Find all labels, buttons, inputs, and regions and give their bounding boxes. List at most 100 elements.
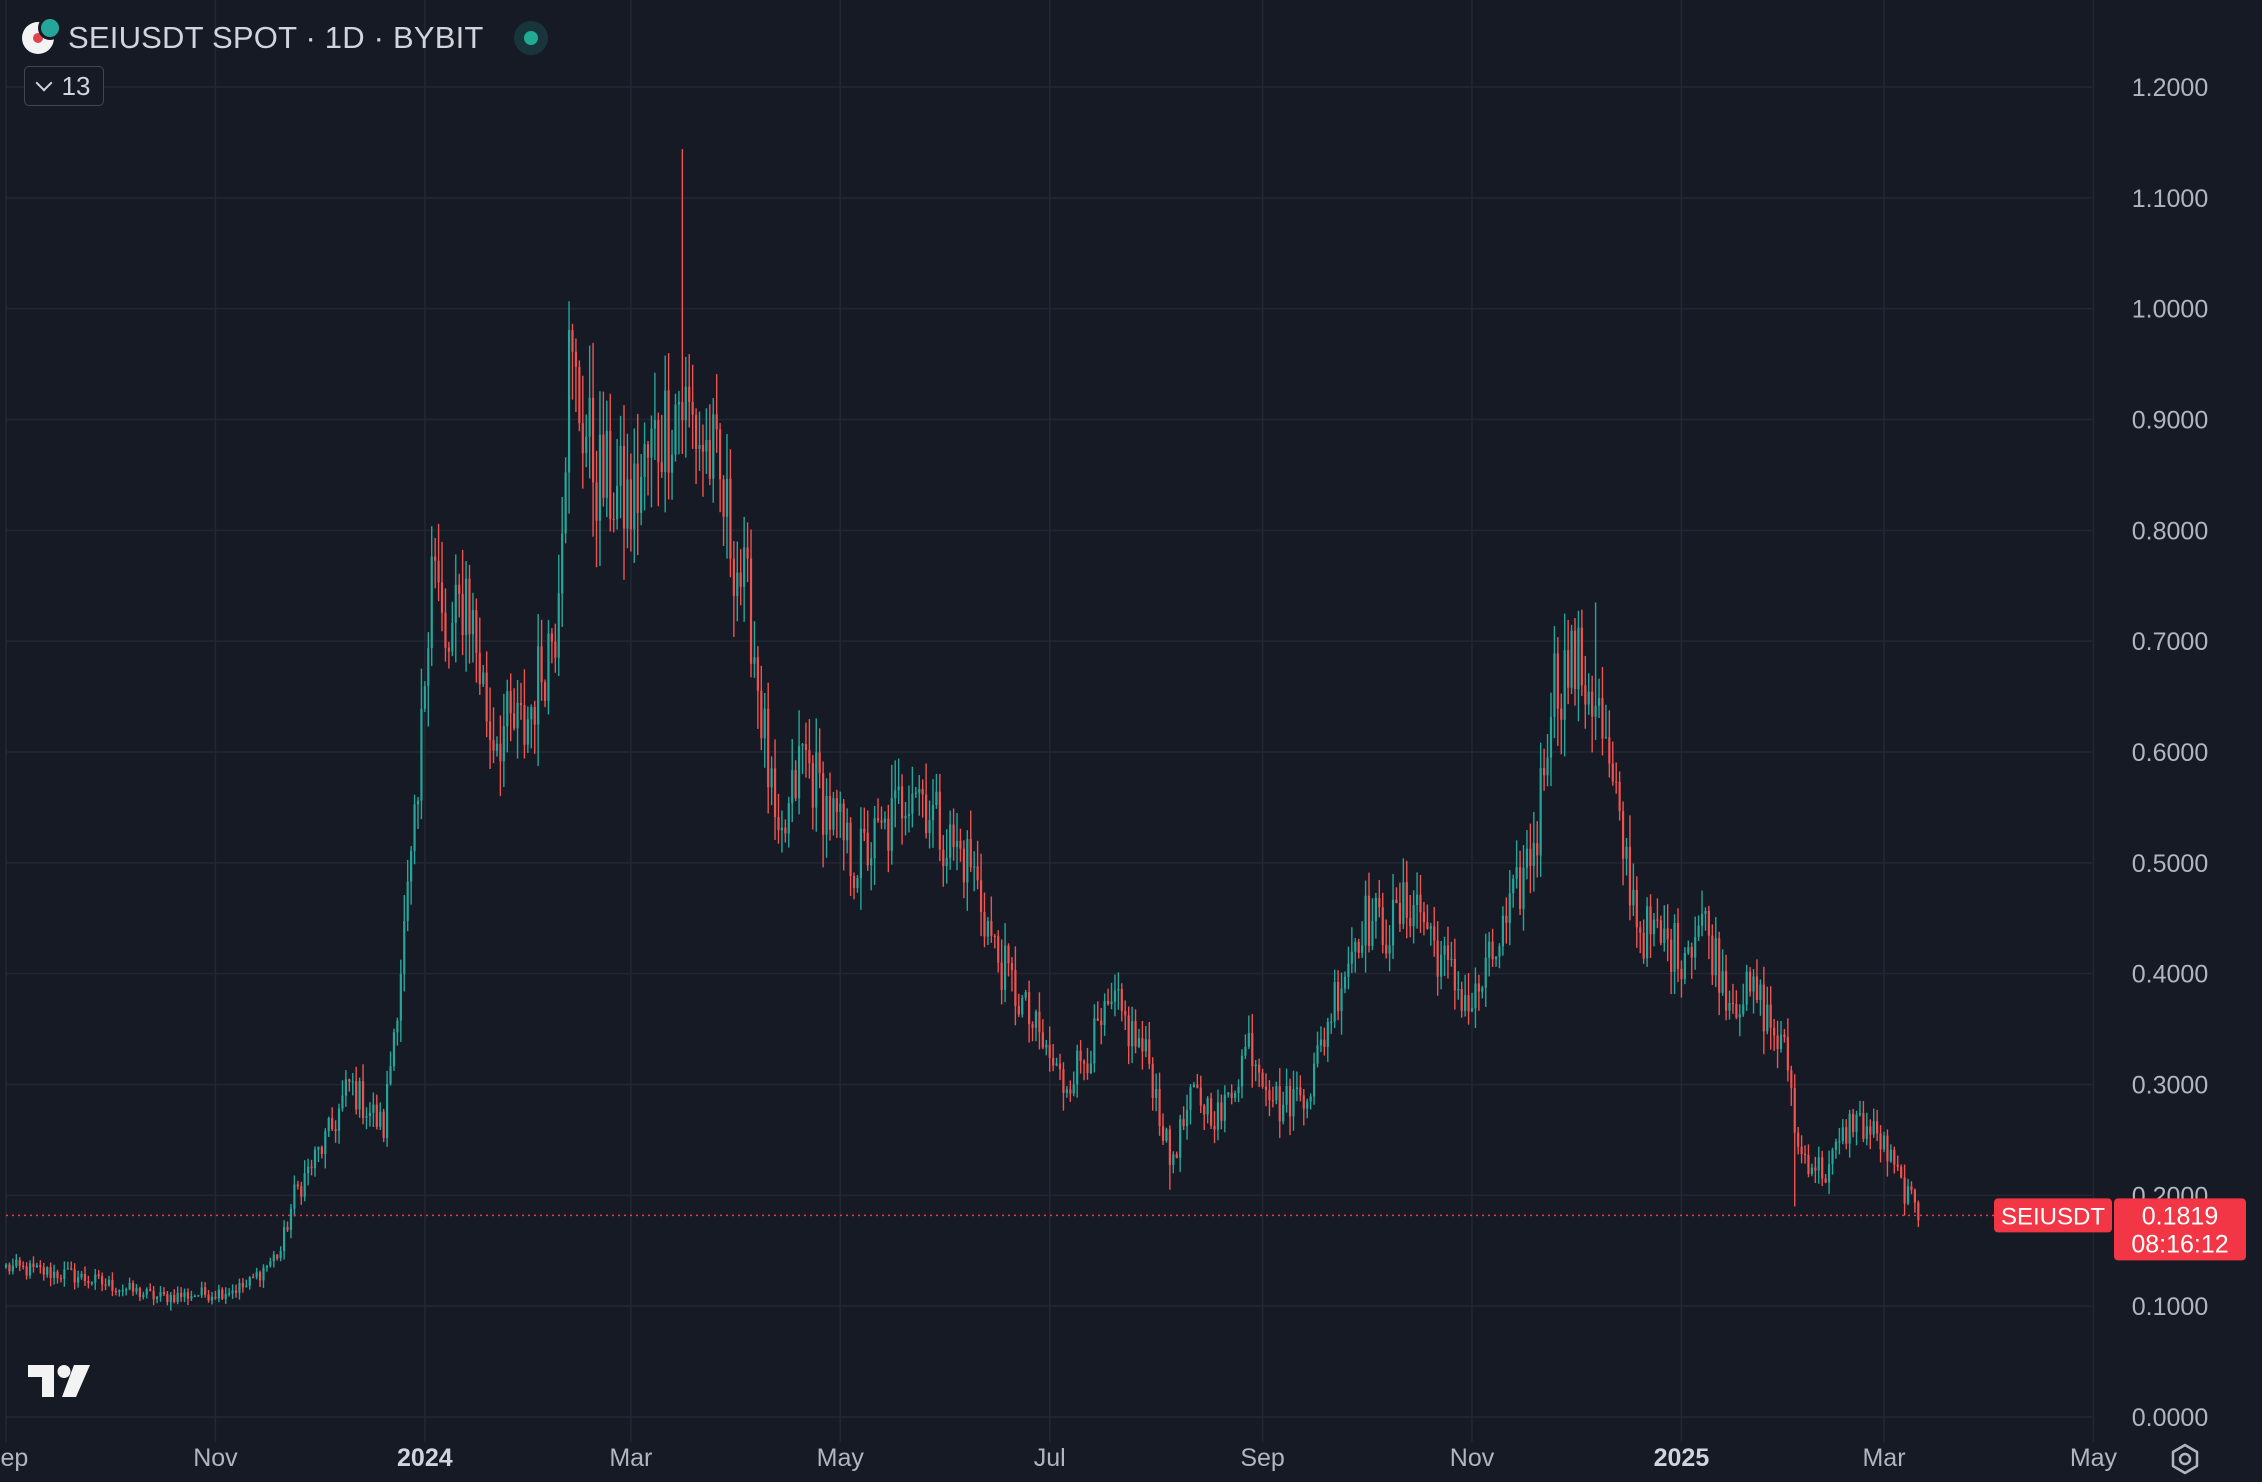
candle-body xyxy=(1845,1127,1848,1144)
candle-body xyxy=(1858,1113,1862,1115)
candle xyxy=(49,1262,52,1287)
candle xyxy=(1467,972,1470,1025)
candle-body xyxy=(1240,1055,1244,1087)
candle xyxy=(252,1273,255,1279)
candle xyxy=(337,1103,341,1144)
candle-body xyxy=(1426,922,1429,929)
candle xyxy=(1560,693,1563,755)
candle-body xyxy=(1052,1057,1055,1066)
candle-body xyxy=(1395,899,1398,903)
candle xyxy=(1433,906,1436,957)
candle xyxy=(677,390,681,455)
candle-body xyxy=(1268,1090,1271,1101)
candle xyxy=(272,1250,275,1268)
candle xyxy=(471,592,475,663)
candle xyxy=(1086,1047,1089,1080)
candle-body xyxy=(1615,781,1618,783)
candle-body xyxy=(1192,1084,1196,1088)
market-status-icon[interactable] xyxy=(513,21,548,55)
candle-body xyxy=(1906,1186,1910,1204)
candle-body xyxy=(118,1290,121,1293)
candle-body xyxy=(1464,995,1467,1011)
candle-body xyxy=(605,430,608,498)
candle xyxy=(962,840,965,899)
candle-body xyxy=(1402,882,1405,924)
y-tick-label: 0.0000 xyxy=(2132,1404,2208,1432)
candle xyxy=(1223,1085,1226,1133)
candle xyxy=(25,1262,28,1280)
candle-body xyxy=(437,560,440,583)
candle-body xyxy=(461,594,464,635)
candle-body xyxy=(1910,1186,1913,1191)
candle xyxy=(519,682,523,720)
candle-body xyxy=(482,672,485,685)
candle-body xyxy=(1337,981,1340,1012)
candle xyxy=(801,743,804,775)
candle-body xyxy=(602,434,605,498)
candle-body xyxy=(1814,1167,1817,1171)
candle xyxy=(444,588,447,662)
candle xyxy=(1573,618,1577,706)
candle xyxy=(1546,734,1549,787)
candle xyxy=(530,704,533,749)
candle xyxy=(1385,919,1388,959)
candle xyxy=(1845,1119,1848,1150)
candle xyxy=(87,1275,90,1289)
candle xyxy=(351,1072,354,1096)
candle-body xyxy=(1529,848,1532,866)
candle xyxy=(1234,1090,1237,1103)
candle-body xyxy=(866,832,869,866)
candle xyxy=(955,813,959,871)
candle xyxy=(403,895,406,992)
candle xyxy=(1199,1075,1202,1114)
candle-body xyxy=(1807,1154,1810,1174)
candle xyxy=(1477,974,1480,1011)
candle-body xyxy=(1371,921,1374,946)
candle xyxy=(670,429,674,500)
candle-body xyxy=(1604,737,1608,739)
candle-body xyxy=(361,1081,365,1118)
tradingview-logo-icon[interactable] xyxy=(28,1365,92,1404)
candle xyxy=(1374,892,1377,939)
y-tick-label: 1.1000 xyxy=(2132,185,2208,213)
x-tick-label: Jul xyxy=(1034,1444,1066,1472)
candle-body xyxy=(571,329,574,352)
candle xyxy=(876,798,880,823)
symbol-title[interactable]: SEIUSDT SPOT · 1D · BYBIT xyxy=(68,20,484,55)
candle xyxy=(1216,1089,1220,1141)
candle-body xyxy=(1127,1015,1130,1047)
candle xyxy=(365,1107,368,1130)
candle-body xyxy=(152,1290,155,1300)
candle xyxy=(1391,873,1395,959)
candle xyxy=(1821,1150,1824,1187)
candle-body xyxy=(348,1079,351,1082)
candle-body xyxy=(540,646,543,683)
candle xyxy=(959,828,962,862)
candle-body xyxy=(667,390,670,473)
candle xyxy=(8,1262,11,1275)
candle-body xyxy=(1608,737,1611,764)
candle xyxy=(533,700,536,754)
candle xyxy=(423,681,426,713)
candle-body xyxy=(1611,763,1614,782)
gear-icon[interactable] xyxy=(2168,1442,2202,1481)
candle-body xyxy=(210,1296,214,1301)
candle xyxy=(128,1277,131,1291)
candle-body xyxy=(883,818,887,823)
time-axis[interactable]: Sep Nov 2024 Mar May Jul Sep Nov 2025 Mar May xyxy=(0,1444,2118,1472)
candle-body xyxy=(1213,1125,1216,1130)
candle xyxy=(1323,1027,1326,1056)
price-axis[interactable]: 0.00000.10000.20000.30000.40000.50000.60… xyxy=(2132,74,2208,1432)
candle xyxy=(815,718,818,832)
candle-body xyxy=(1731,1002,1735,1005)
candle xyxy=(616,438,619,530)
indicators-toggle-button[interactable]: 13 xyxy=(24,66,104,106)
y-tick-label: 1.0000 xyxy=(2132,296,2208,324)
y-tick-label: 0.3000 xyxy=(2132,1072,2208,1100)
candle-body xyxy=(1752,976,1755,992)
candle xyxy=(1405,860,1408,939)
y-tick-label: 0.8000 xyxy=(2132,517,2208,545)
candle-body xyxy=(1882,1135,1886,1150)
candle-body xyxy=(121,1290,124,1292)
